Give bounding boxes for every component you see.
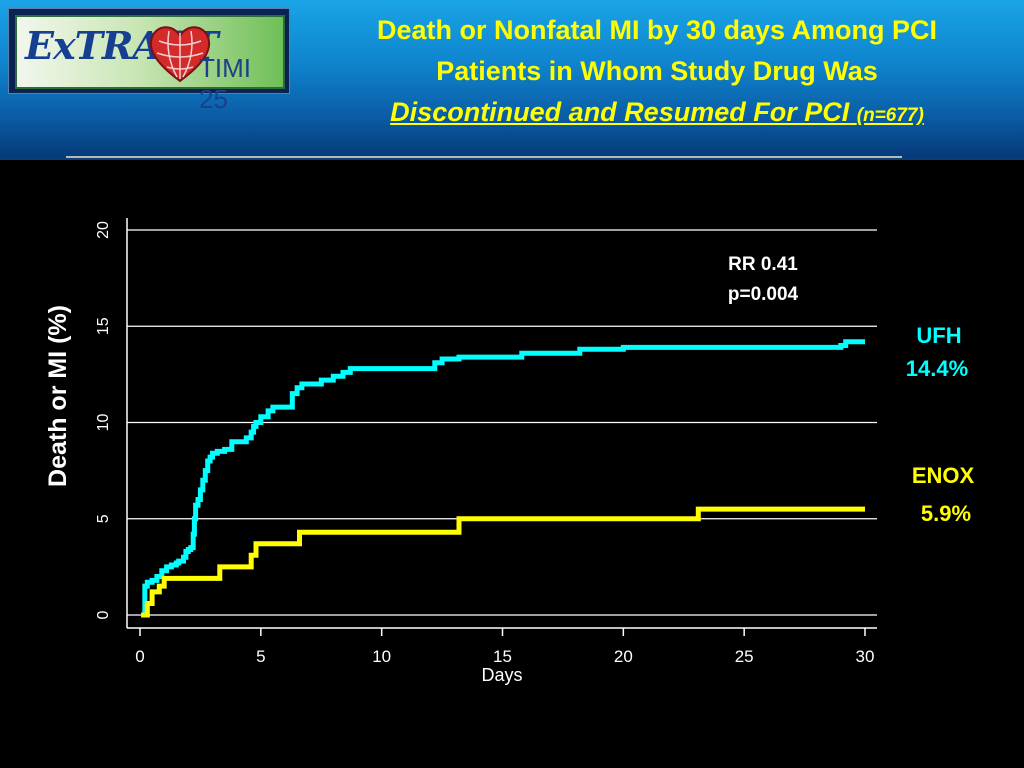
y-axis-label: Death or MI (%)	[44, 305, 72, 487]
extract-timi25-logo: ExTRACT TIMI 25	[8, 8, 290, 114]
ufh-series-value: 14.4%	[906, 356, 968, 381]
p-value-annotation: p=0.004	[728, 284, 799, 305]
y-tick-label: 10	[95, 414, 112, 432]
x-axis-ticks: 0 5 10 15 20 25 30	[135, 628, 874, 666]
enox-curve	[141, 506, 865, 618]
ufh-curve	[141, 339, 865, 618]
x-tick-label: 10	[372, 647, 391, 666]
x-tick-label: 5	[256, 647, 265, 666]
x-tick-label: 25	[735, 647, 754, 666]
x-tick-label: 30	[856, 647, 875, 666]
sample-size-label: (n=677)	[856, 105, 924, 126]
title-line-3: Discontinued and Resumed For PCI (n=677)	[298, 92, 1016, 136]
y-tick-label: 15	[95, 317, 112, 335]
x-tick-label: 20	[614, 647, 633, 666]
enox-series-name: ENOX	[912, 463, 975, 488]
slide-title: Death or Nonfatal MI by 30 days Among PC…	[298, 10, 1016, 136]
y-tick-label: 0	[95, 610, 112, 619]
logo-sub-text: TIMI 25	[199, 53, 251, 114]
y-tick-label: 5	[95, 514, 112, 523]
enox-series-value: 5.9%	[921, 501, 971, 526]
rr-annotation: RR 0.41	[728, 254, 798, 275]
globe-heart-icon	[149, 26, 211, 83]
header-divider	[66, 156, 902, 158]
x-tick-label: 15	[493, 647, 512, 666]
x-axis-label: Days	[481, 665, 522, 685]
title-line-1: Death or Nonfatal MI by 30 days Among PC…	[376, 15, 938, 45]
logo-panel: ExTRACT TIMI 25	[15, 15, 285, 114]
title-line-2: Patients in Whom Study Drug Was	[436, 56, 878, 86]
y-tick-label: 20	[95, 221, 112, 239]
gridlines	[127, 229, 877, 616]
y-axis-ticks: 0 5 10 15 20	[95, 221, 112, 619]
series-group	[141, 339, 865, 618]
header-banner: ExTRACT TIMI 25 Death or Nonfatal MI by …	[0, 0, 1024, 160]
x-tick-label: 0	[135, 647, 144, 666]
ufh-series-name: UFH	[916, 323, 961, 348]
title-line-3-text: Discontinued and Resumed For PCI	[390, 97, 850, 127]
